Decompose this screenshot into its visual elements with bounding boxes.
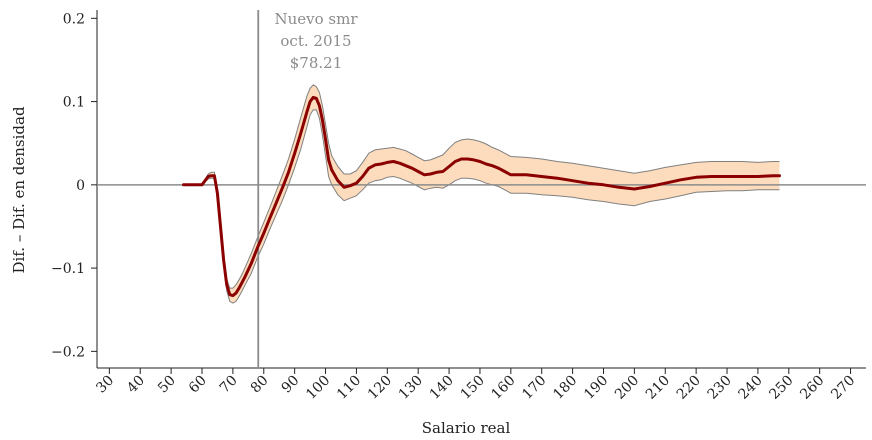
x-tick-label: 70 <box>217 373 241 397</box>
x-tick-label: 80 <box>248 373 272 397</box>
x-tick-label: 140 <box>427 373 457 403</box>
y-tick-label: 0.1 <box>63 95 85 111</box>
x-tick-label: 190 <box>581 373 611 403</box>
x-tick-label: 260 <box>797 373 827 403</box>
x-tick-label: 130 <box>396 373 426 403</box>
y-tick-label: −0.1 <box>51 261 85 277</box>
x-tick-label: 210 <box>643 373 673 403</box>
annotation-line-3: $78.21 <box>290 54 343 72</box>
x-tick-label: 170 <box>519 373 549 403</box>
series-line-layer <box>182 95 781 298</box>
x-tick-label: 30 <box>93 373 117 397</box>
x-tick-label: 150 <box>458 373 488 403</box>
x-tick-label: 250 <box>766 373 796 403</box>
annotation-line-2: oct. 2015 <box>280 32 351 50</box>
axes: −0.2 −0.1 0 0.1 0.2 30 40 50 60 70 80 90 100 110 120 13… <box>51 10 866 403</box>
x-tick-label: 50 <box>155 373 179 397</box>
labels: Salario real Dif. – Dif. en densidad Nue… <box>10 10 510 437</box>
x-tick-label: 220 <box>674 373 704 403</box>
y-axis-title: Dif. – Dif. en densidad <box>10 106 28 274</box>
x-tick-label: 60 <box>186 373 210 397</box>
x-tick-label: 120 <box>365 373 395 403</box>
y-tick-label: 0 <box>76 178 85 194</box>
y-tick-label: 0.2 <box>63 11 85 27</box>
series-line <box>182 95 781 298</box>
x-tick-label: 100 <box>303 373 333 403</box>
x-tick-label: 90 <box>279 373 303 397</box>
x-tick-label: 40 <box>124 373 148 397</box>
x-tick-label: 200 <box>612 373 642 403</box>
confidence-band-layer <box>183 84 780 304</box>
x-tick-label: 240 <box>736 373 766 403</box>
y-tick-label: −0.2 <box>51 344 85 360</box>
annotation-line-1: Nuevo smr <box>274 10 358 28</box>
x-tick-label: 160 <box>488 373 518 403</box>
band-upper-edge <box>183 84 780 289</box>
x-tick-label: 230 <box>705 373 735 403</box>
x-tick-label: 270 <box>828 373 858 403</box>
x-axis-title: Salario real <box>422 419 511 437</box>
x-tick-label: 110 <box>334 373 364 403</box>
x-tick-label: 180 <box>550 373 580 403</box>
band-lower-edge <box>183 109 780 304</box>
